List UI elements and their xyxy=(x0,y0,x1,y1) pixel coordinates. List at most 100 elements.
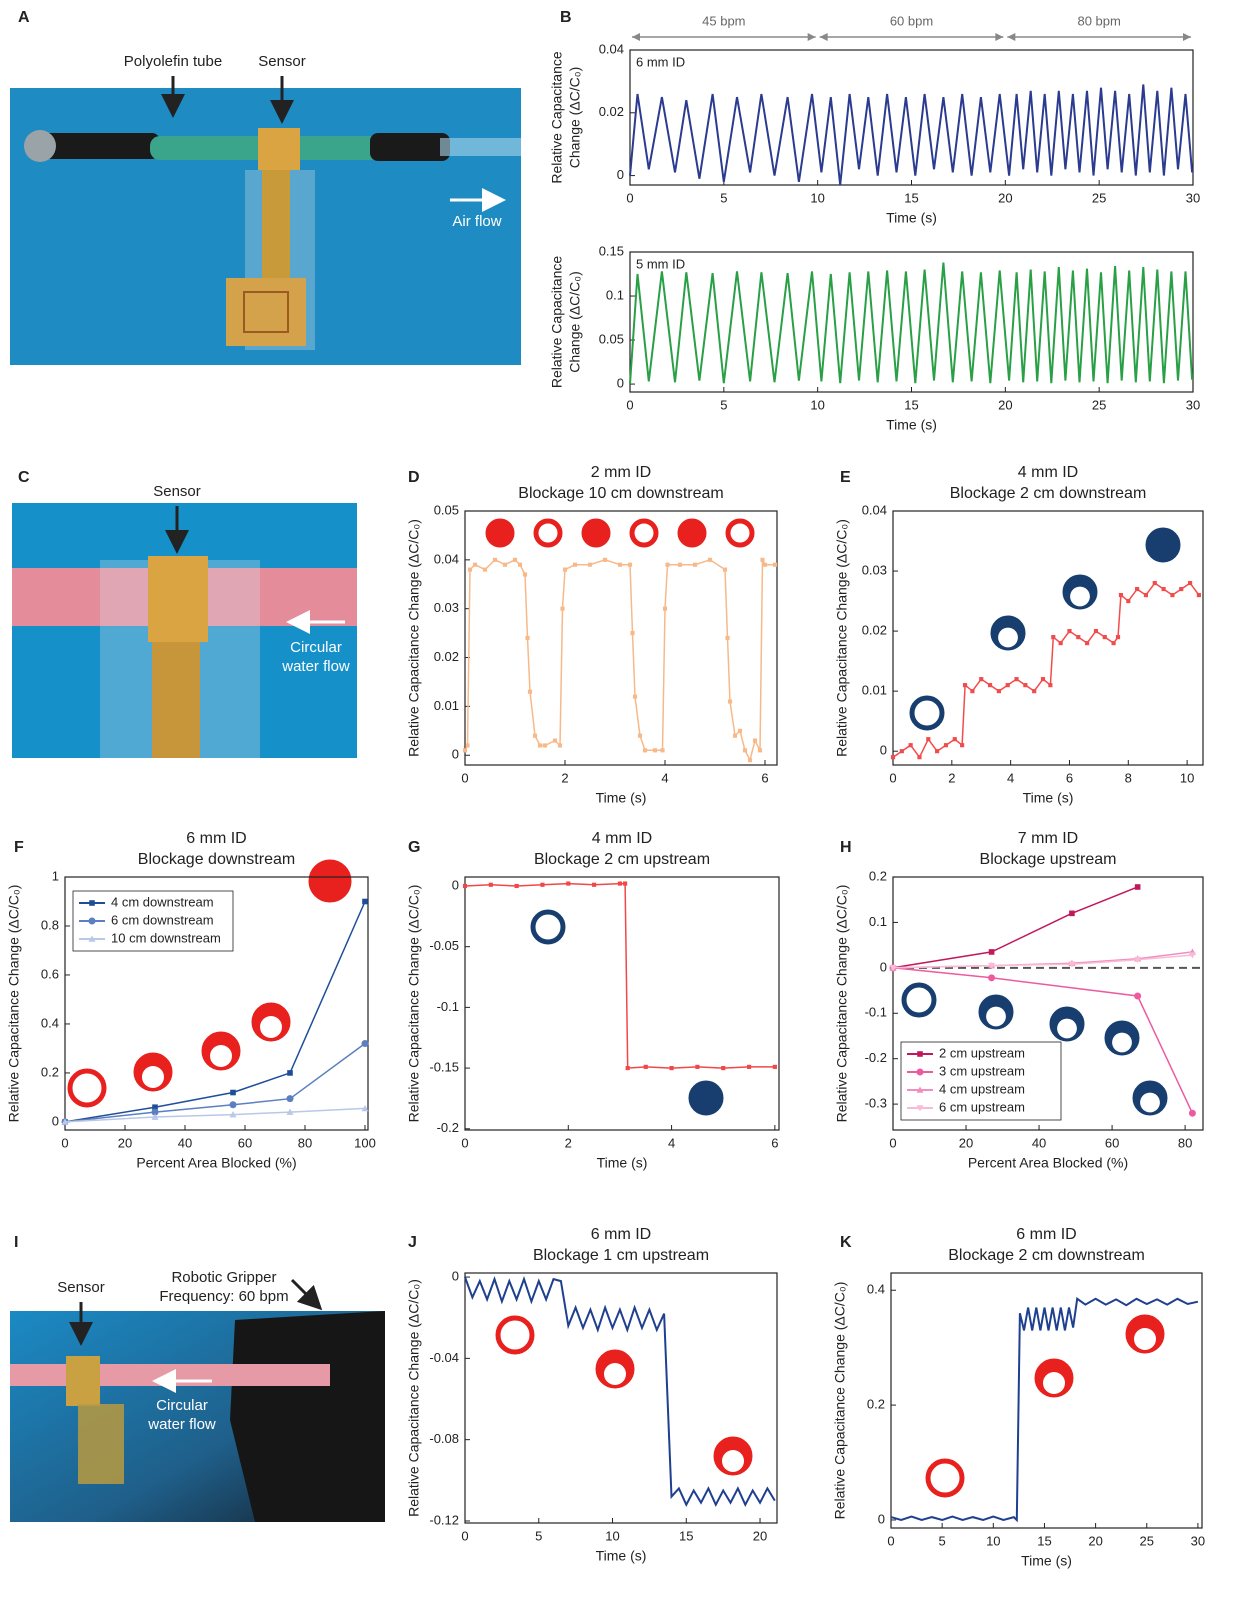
icon xyxy=(928,1461,962,1495)
y-axis-label: Relative Capacitance xyxy=(549,51,565,184)
x-tick-label: 80 xyxy=(298,1135,312,1150)
icon xyxy=(1134,1328,1156,1350)
marker xyxy=(997,689,1001,693)
sensor-pad xyxy=(226,278,306,346)
x-tick-label: 0 xyxy=(461,770,468,785)
marker xyxy=(747,1065,751,1069)
marker xyxy=(669,1066,673,1070)
y-axis-label: Relative Capacitance Change (ΔC/C₀) xyxy=(6,885,22,1123)
icon xyxy=(1112,1033,1132,1053)
marker xyxy=(1197,593,1201,597)
x-axis-label: Time (s) xyxy=(886,210,937,226)
marker xyxy=(463,748,467,752)
marker xyxy=(518,563,522,567)
y-tick-label: -0.15 xyxy=(429,1060,459,1075)
plot-frame xyxy=(465,877,779,1130)
x-axis-label: Time (s) xyxy=(596,790,647,806)
marker xyxy=(665,563,669,567)
x-tick-label: 10 xyxy=(810,397,824,412)
marker xyxy=(362,899,368,905)
marker xyxy=(633,695,637,699)
icon xyxy=(70,1071,104,1105)
panel-label: F xyxy=(14,839,24,856)
chart-title: 7 mm ID xyxy=(1018,830,1078,847)
marker xyxy=(1023,683,1027,687)
y-tick-label: -0.1 xyxy=(437,999,459,1014)
icon xyxy=(1140,1093,1160,1113)
x-tick-label: 0 xyxy=(889,1135,896,1150)
marker xyxy=(723,568,727,572)
y-tick-label: -0.2 xyxy=(865,1050,887,1065)
marker xyxy=(630,631,634,635)
marker xyxy=(513,558,517,562)
marker xyxy=(743,748,747,752)
marker xyxy=(623,881,627,885)
marker xyxy=(728,699,732,703)
tube xyxy=(10,1364,330,1386)
legend-label: 6 cm downstream xyxy=(111,912,214,927)
x-tick-label: 25 xyxy=(1092,397,1106,412)
marker xyxy=(900,749,904,753)
marker xyxy=(909,743,913,747)
y-tick-label: -0.12 xyxy=(429,1512,459,1527)
icon xyxy=(1057,1019,1077,1039)
marker xyxy=(618,563,622,567)
icon xyxy=(308,859,352,903)
marker xyxy=(1135,587,1139,591)
y-tick-label: -0.08 xyxy=(429,1431,459,1446)
photo-c: Sensor Circular water flow xyxy=(12,483,357,758)
marker xyxy=(538,743,542,747)
chart-title: 4 mm ID xyxy=(592,830,652,847)
y-tick-label: 0 xyxy=(452,747,459,762)
icon xyxy=(677,518,707,548)
marker xyxy=(1170,593,1174,597)
y-tick-label: 0.04 xyxy=(599,41,624,56)
y-tick-label: 0 xyxy=(880,959,887,974)
y-tick-label: 0.6 xyxy=(41,966,59,981)
y-axis-label: Relative Capacitance Change (ΔC/C₀) xyxy=(406,885,422,1123)
y-tick-label: 0.05 xyxy=(434,502,459,517)
x-tick-label: 5 xyxy=(720,397,727,412)
legend-label: 4 cm downstream xyxy=(111,894,214,909)
legend-label: 4 cm upstream xyxy=(939,1081,1025,1096)
panel-label: C xyxy=(18,469,30,486)
photo-label: Robotic Gripper xyxy=(171,1269,276,1286)
y-tick-label: 0.15 xyxy=(599,243,624,258)
x-tick-label: 0 xyxy=(461,1135,468,1150)
marker xyxy=(525,636,529,640)
marker xyxy=(1153,581,1157,585)
x-tick-label: 0 xyxy=(887,1533,894,1548)
icon xyxy=(210,1045,232,1067)
marker xyxy=(533,734,537,738)
icon xyxy=(998,628,1018,648)
x-tick-label: 80 xyxy=(1178,1135,1192,1150)
x-tick-label: 20 xyxy=(753,1528,767,1543)
x-tick-label: 8 xyxy=(1125,770,1132,785)
marker xyxy=(753,738,757,742)
x-tick-label: 0 xyxy=(626,190,633,205)
panel-label: E xyxy=(840,469,851,486)
x-tick-label: 2 xyxy=(561,770,568,785)
y-tick-label: -0.04 xyxy=(429,1350,459,1365)
icon xyxy=(485,518,515,548)
marker xyxy=(660,748,664,752)
marker xyxy=(638,734,642,738)
marker xyxy=(1051,635,1055,639)
sensor xyxy=(66,1356,100,1406)
marker xyxy=(230,1101,237,1108)
icon xyxy=(1070,587,1090,607)
marker xyxy=(725,636,729,640)
cap xyxy=(24,130,56,162)
marker xyxy=(1119,593,1123,597)
photo-label: Air flow xyxy=(452,213,501,230)
y-tick-label: 0 xyxy=(617,167,624,182)
marker xyxy=(523,572,527,576)
marker xyxy=(1189,1110,1196,1117)
marker xyxy=(917,1051,923,1057)
panel-label: K xyxy=(840,1234,852,1251)
marker xyxy=(230,1090,236,1096)
x-tick-label: 0 xyxy=(889,770,896,785)
marker xyxy=(89,918,96,925)
icon xyxy=(722,1450,744,1472)
icon xyxy=(260,1016,282,1038)
